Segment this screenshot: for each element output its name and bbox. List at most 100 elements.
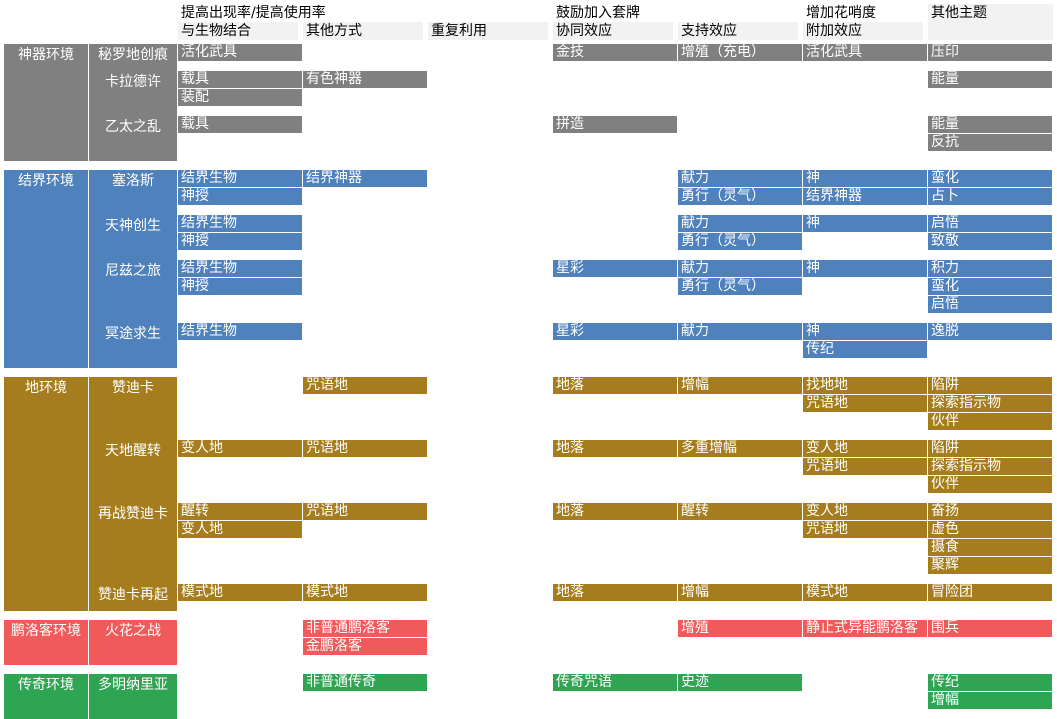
expansion-label: 秘罗地创痕: [89, 44, 177, 71]
mechanic-cell: 神授: [178, 233, 302, 250]
expansion-label: 多明纳里亚: [89, 674, 177, 719]
mechanic-cell: 载具: [178, 71, 302, 88]
expansion-label: 尼兹之旅: [89, 260, 177, 323]
mechanic-cell: 变人地: [803, 503, 927, 520]
mechanic-cell: 结界生物: [178, 323, 302, 340]
expansion-label: 再战赞迪卡: [89, 503, 177, 584]
mechanic-cell: 结界生物: [178, 170, 302, 187]
expansion-label: 卡拉德许: [89, 71, 177, 116]
mechanic-cell: 勇行（灵气）: [678, 188, 802, 205]
header-col-support: 支持效应: [678, 22, 798, 40]
mechanic-cell: 探索指示物: [928, 458, 1052, 475]
expansion-label: 天神创生: [89, 215, 177, 260]
environment-label: 地环境: [4, 377, 88, 611]
mechanic-cell: 星彩: [553, 260, 677, 277]
environment-label: 结界环境: [4, 170, 88, 368]
mechanic-cell: 积力: [928, 260, 1052, 277]
mechanic-cell: 蛮化: [928, 278, 1052, 295]
mechanic-cell: 勇行（灵气）: [678, 278, 802, 295]
mechanic-cell: 神: [803, 260, 927, 277]
mechanic-cell: 献力: [678, 260, 802, 277]
mechanic-cell: 装配: [178, 89, 302, 106]
mechanic-cell: 伙伴: [928, 476, 1052, 493]
mechanic-cell: 能量: [928, 71, 1052, 88]
header-col-synergy: 协同效应: [553, 22, 673, 40]
mechanic-cell: 摄食: [928, 539, 1052, 556]
mechanic-cell: 金技: [553, 44, 677, 61]
mechanic-cell: 探索指示物: [928, 395, 1052, 412]
mechanic-cell: 静止式异能鹏洛客: [803, 620, 927, 637]
environment-label: 传奇环境: [4, 674, 88, 719]
header-col-reuse: 重复利用: [428, 22, 548, 40]
mechanic-cell: 多重增幅: [678, 440, 802, 457]
mechanic-cell: 增殖: [678, 620, 802, 637]
mechanic-cell: 醒转: [678, 503, 802, 520]
mechanic-cell: 陷阱: [928, 440, 1052, 457]
environment-label: 鹏洛客环境: [4, 620, 88, 665]
expansion-label: 赞迪卡: [89, 377, 177, 440]
header-group-rate: 提高出现率/提高使用率: [181, 5, 326, 21]
expansion-label: 天地醒转: [89, 440, 177, 503]
mechanic-cell: 增幅: [678, 584, 802, 601]
mechanic-cell: 围兵: [928, 620, 1052, 637]
mechanics-table: 提高出现率/提高使用率 鼓励加入套牌 增加花哨度 其他主题 与生物结合 其他方式…: [4, 4, 1053, 719]
mechanic-cell: 传纪: [803, 341, 927, 358]
environment-label: 神器环境: [4, 44, 88, 161]
mechanic-cell: 非普通鹏洛客: [303, 620, 427, 637]
mechanic-cell: 占卜: [928, 188, 1052, 205]
mechanic-cell: 变人地: [178, 440, 302, 457]
mechanic-cell: 逸脱: [928, 323, 1052, 340]
mechanic-cell: 神: [803, 215, 927, 232]
mechanic-cell: 拼造: [553, 116, 677, 133]
mechanic-cell: 神: [803, 323, 927, 340]
mechanic-cell: 有色神器: [303, 71, 427, 88]
header-group-other: 其他主题: [928, 4, 1053, 40]
mechanic-cell: 压印: [928, 44, 1052, 61]
mechanic-cell: 地落: [553, 440, 677, 457]
mechanic-cell: 咒语地: [303, 503, 427, 520]
header-col-additional: 附加效应: [803, 22, 923, 40]
mechanic-cell: 模式地: [803, 584, 927, 601]
mechanic-cell: 咒语地: [803, 521, 927, 538]
mechanic-cell: 地落: [553, 503, 677, 520]
mechanic-cell: 结界神器: [803, 188, 927, 205]
mechanic-cell: 咒语地: [303, 377, 427, 394]
mechanic-cell: 模式地: [178, 584, 302, 601]
mechanic-cell: 变人地: [178, 521, 302, 538]
mechanic-cell: 神授: [178, 278, 302, 295]
mechanic-cell: 增幅: [928, 692, 1052, 709]
header-group-deck: 鼓励加入套牌: [556, 5, 640, 21]
mechanic-cell: 致敬: [928, 233, 1052, 250]
mechanic-cell: 能量: [928, 116, 1052, 133]
mechanic-cell: 反抗: [928, 134, 1052, 151]
mechanic-cell: 活化武具: [178, 44, 302, 61]
mechanic-cell: 地落: [553, 377, 677, 394]
header-col-other-way: 其他方式: [303, 22, 423, 40]
mechanic-cell: 奋扬: [928, 503, 1052, 520]
expansion-label: 火花之战: [89, 620, 177, 665]
mechanic-cell: 勇行（灵气）: [678, 233, 802, 250]
mechanic-cell: 地落: [553, 584, 677, 601]
mechanic-cell: 星彩: [553, 323, 677, 340]
expansion-label: 乙太之乱: [89, 116, 177, 161]
expansion-label: 冥途求生: [89, 323, 177, 368]
mechanic-cell: 结界生物: [178, 260, 302, 277]
header-group-flashy: 增加花哨度: [806, 5, 876, 21]
mechanic-cell: 聚辉: [928, 557, 1052, 574]
mechanic-cell: 金鹏洛客: [303, 638, 427, 655]
mechanic-cell: 虚色: [928, 521, 1052, 538]
header-col-creature: 与生物结合: [178, 22, 298, 40]
mechanic-cell: 载具: [178, 116, 302, 133]
mechanic-cell: 变人地: [803, 440, 927, 457]
mechanic-cell: 神授: [178, 188, 302, 205]
mechanic-cell: 增幅: [678, 377, 802, 394]
mechanic-cell: 咒语地: [803, 458, 927, 475]
mechanic-cell: 献力: [678, 170, 802, 187]
mechanic-cell: 结界生物: [178, 215, 302, 232]
mechanic-cell: 模式地: [303, 584, 427, 601]
mechanic-cell: 献力: [678, 323, 802, 340]
expansion-label: 赞迪卡再起: [89, 584, 177, 611]
mechanic-cell: 结界神器: [303, 170, 427, 187]
expansion-label: 塞洛斯: [89, 170, 177, 215]
mechanic-cell: 陷阱: [928, 377, 1052, 394]
